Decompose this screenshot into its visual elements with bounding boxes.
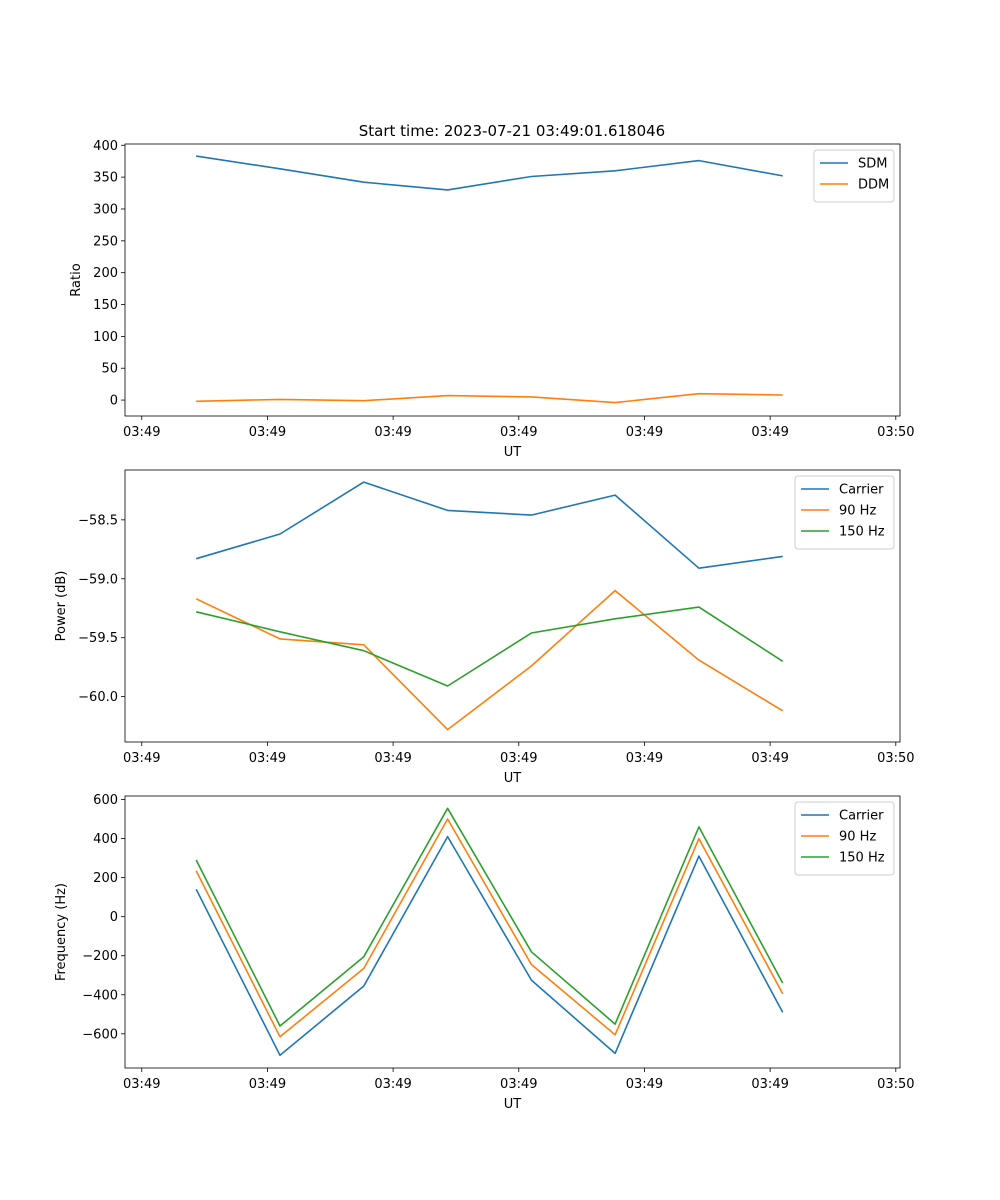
series-line-carrier — [195, 481, 783, 570]
x-tick-label: 03:50 — [877, 1077, 914, 1092]
subplot-ratio: 0 50 100 150 200 250 300 350 400 03:49 03:49 03:49 0… — [69, 139, 915, 460]
legend: SDM DDM — [813, 149, 895, 203]
x-tick-label: 03:49 — [626, 425, 663, 440]
y-tick-label: −58.5 — [78, 513, 118, 528]
y-axis-label: Power (dB) — [54, 571, 69, 642]
y-tick-label: −400 — [82, 988, 118, 1003]
y-tick-label: 50 — [101, 362, 118, 377]
y-tick-label: −60.0 — [78, 690, 118, 705]
x-tick-label: 03:50 — [877, 751, 914, 766]
axes-frame — [124, 469, 901, 743]
series-line-sdm — [196, 155, 783, 191]
y-tick-label: −59.5 — [78, 631, 118, 646]
x-tick-label: 03:49 — [123, 751, 160, 766]
x-tick-label: 03:49 — [626, 751, 663, 766]
y-tick-label: 200 — [93, 871, 118, 886]
x-tick-label: 03:49 — [500, 1077, 537, 1092]
y-tick-label: 350 — [93, 171, 118, 186]
x-tick-label: 03:49 — [123, 425, 160, 440]
series-line-90-hz — [195, 589, 784, 731]
y-axis-label: Ratio — [69, 263, 84, 296]
legend-label: DDM — [858, 178, 889, 193]
x-tick-label: 03:49 — [123, 1077, 160, 1092]
x-tick-label: 03:49 — [249, 751, 286, 766]
y-tick-label: −200 — [82, 949, 118, 964]
series-line-150-hz — [196, 606, 784, 687]
y-tick-label: 0 — [110, 910, 118, 925]
x-tick-label: 03:49 — [500, 425, 537, 440]
x-axis-label: UT — [504, 445, 522, 460]
y-tick-label: 300 — [93, 202, 118, 217]
x-tick-label: 03:49 — [751, 425, 788, 440]
axes-frame — [124, 143, 901, 417]
legend-label: Carrier — [839, 483, 884, 498]
x-axis-label: UT — [504, 1097, 522, 1112]
legend-label: 150 Hz — [839, 525, 885, 540]
y-tick-label: −600 — [82, 1027, 118, 1042]
y-axis-label: Frequency (Hz) — [54, 883, 69, 981]
series-line-ddm — [196, 392, 783, 404]
y-tick-label: 100 — [93, 330, 118, 345]
x-tick-label: 03:49 — [500, 751, 537, 766]
x-tick-label: 03:50 — [877, 425, 914, 440]
y-tick-label: 200 — [93, 266, 118, 281]
legend-label: 90 Hz — [839, 830, 876, 845]
y-tick-label: 400 — [93, 139, 118, 154]
x-tick-label: 03:49 — [751, 1077, 788, 1092]
x-tick-label: 03:49 — [249, 425, 286, 440]
x-axis-label: UT — [504, 771, 522, 786]
y-tick-label: 600 — [93, 793, 118, 808]
x-tick-label: 03:49 — [751, 751, 788, 766]
y-tick-label: 250 — [93, 234, 118, 249]
x-tick-label: 03:49 — [374, 425, 411, 440]
axes-frame — [124, 795, 901, 1069]
legend-label: SDM — [858, 157, 887, 172]
y-tick-label: −59.0 — [78, 572, 118, 587]
legend-label: 150 Hz — [839, 851, 885, 866]
legend: Carrier 90 Hz 150 Hz — [794, 475, 895, 550]
series-line-150-hz — [195, 807, 784, 1027]
y-tick-label: 0 — [110, 394, 118, 409]
x-tick-label: 03:49 — [626, 1077, 663, 1092]
x-tick-label: 03:49 — [249, 1077, 286, 1092]
legend-label: 90 Hz — [839, 504, 876, 519]
subplot-frequency: −600 −400 −200 0 200 400 600 03:49 03:49 03:49 03:… — [54, 793, 915, 1112]
legend: Carrier 90 Hz 150 Hz — [794, 801, 895, 876]
y-tick-label: 400 — [93, 832, 118, 847]
figure-title: Start time: 2023-07-21 03:49:01.618046 — [359, 122, 665, 140]
series-line-90-hz — [195, 818, 784, 1038]
x-tick-label: 03:49 — [374, 751, 411, 766]
series-line-carrier — [195, 835, 784, 1057]
subplots: 0 50 100 150 200 250 300 350 400 03:49 03:49 03:49 0… — [54, 139, 915, 1112]
x-tick-label: 03:49 — [374, 1077, 411, 1092]
legend-label: Carrier — [839, 809, 884, 824]
y-tick-label: 150 — [93, 298, 118, 313]
subplot-power: −60.0 −59.5 −59.0 −58.5 03:49 03:49 03:49 03:49… — [54, 469, 915, 786]
